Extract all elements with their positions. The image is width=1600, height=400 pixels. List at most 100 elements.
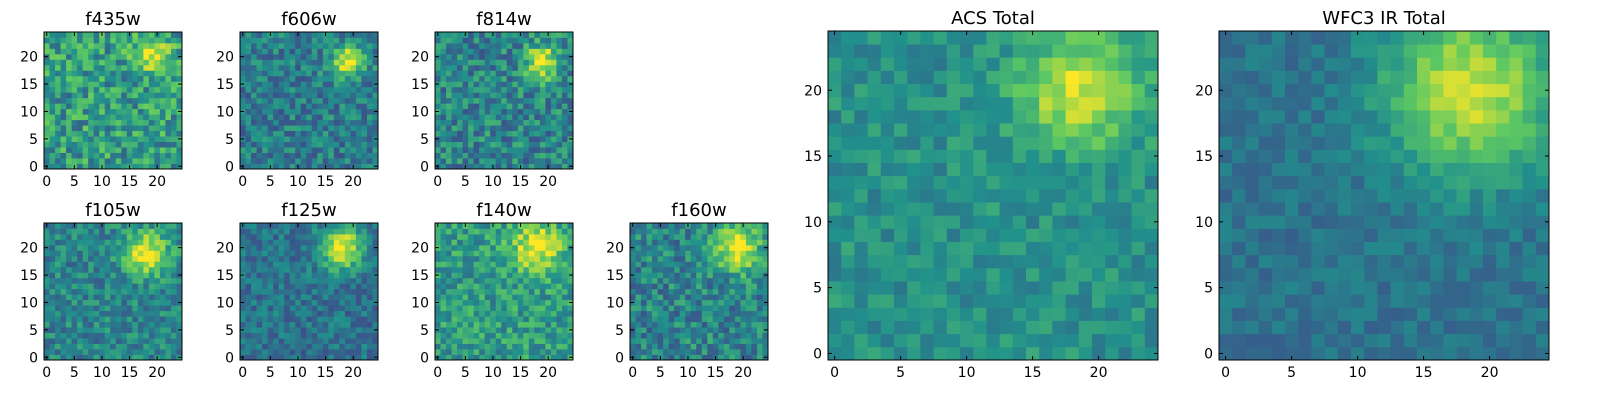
heatmap-cell [718,332,725,339]
heatmap-cell [679,223,686,229]
heatmap-cell [435,338,441,344]
heatmap-cell [1012,346,1027,361]
heatmap-cell [762,343,769,350]
heatmap-cell [512,310,519,317]
heatmap-cell [344,283,351,290]
heatmap-cell [245,70,252,77]
heatmap-cell [451,152,458,159]
heatmap-cell [66,310,72,317]
heatmap-cell [284,130,291,137]
heatmap-cell [49,42,56,49]
heatmap-cell [484,114,491,121]
heatmap-cell [1078,267,1093,282]
heatmap-cell [1092,254,1106,269]
heatmap-cell [311,250,318,257]
heatmap-cell [751,343,758,350]
heatmap-cell [99,261,106,268]
x-tick-label: 10 [679,365,697,381]
heatmap-cell [60,163,67,170]
heatmap-cell [115,92,122,99]
heatmap-cell [317,255,324,262]
heatmap-cell [137,136,144,142]
heatmap-cell [435,283,441,290]
heatmap-cell [306,305,313,312]
heatmap-cell [143,223,150,229]
heatmap-cell [143,244,150,251]
heatmap-cell [132,228,139,235]
heatmap-cell [635,327,642,333]
heatmap-cell [457,305,463,312]
heatmap-cell [657,244,664,251]
heatmap-cell [539,354,546,361]
heatmap-cell [751,354,758,361]
heatmap-cell [306,277,313,284]
heatmap-cell [121,119,128,126]
heatmap-cell [973,241,987,256]
heatmap-cell [333,64,340,71]
heatmap-cell [44,338,50,344]
heatmap-cell [545,114,552,121]
heatmap-cell [457,163,463,170]
heatmap-cell [170,283,177,290]
heatmap-cell [685,316,692,323]
heatmap-cell [350,147,357,153]
heatmap-cell [60,70,67,77]
heatmap-cell [690,277,697,284]
heatmap-cell [490,255,497,262]
heatmap-cell [251,48,257,55]
heatmap-cell [289,338,296,344]
heatmap-cell [894,215,908,229]
heatmap-cell [278,316,285,323]
heatmap-cell [1118,162,1132,177]
heatmap-cell [479,327,486,333]
heatmap-cell [284,327,291,333]
heatmap-cell [479,228,486,235]
heatmap-cell [495,152,502,159]
heatmap-cell [473,136,480,142]
heatmap-cell [674,233,681,240]
heatmap-cell [71,321,78,328]
heatmap-cell [60,75,67,82]
heatmap-cell [523,223,530,229]
heatmap-cell [306,141,313,148]
heatmap-cell [894,281,908,295]
heatmap-cell [523,103,530,110]
heatmap-cell [479,119,486,126]
heatmap-cell [60,32,67,38]
heatmap-cell [350,141,357,148]
heatmap-cell [920,333,934,348]
heatmap-cell [82,147,89,153]
heatmap-cell [657,266,664,273]
heatmap-cell [506,244,513,251]
heatmap-cell [880,228,895,242]
x-tick-label: 0 [42,365,51,381]
heatmap-cell [528,59,535,66]
heatmap-cell [473,294,480,301]
heatmap-cell [484,223,491,229]
heatmap-cell [550,354,557,361]
heatmap-cell [170,108,177,115]
heatmap-cell [245,158,252,164]
heatmap-cell [517,141,524,148]
heatmap-cell [734,223,741,229]
heatmap-cell [355,158,362,164]
heatmap-cell [77,305,84,312]
heatmap-cell [567,294,574,301]
heatmap-cell [148,338,155,344]
heatmap-cell [696,294,703,301]
heatmap-cell [284,228,291,235]
heatmap-cell [512,141,519,148]
heatmap-cell [344,354,351,361]
heatmap-cell [685,327,692,333]
heatmap-cell [501,310,508,317]
heatmap-cell [93,327,100,333]
heatmap-cell [674,283,681,290]
heatmap-cell [451,223,458,229]
heatmap-cell [880,175,895,190]
heatmap-cell [523,338,530,344]
heatmap-cell [251,305,257,312]
heatmap-cell [126,75,133,82]
heatmap-cell [495,310,502,317]
heatmap-cell [289,233,296,240]
